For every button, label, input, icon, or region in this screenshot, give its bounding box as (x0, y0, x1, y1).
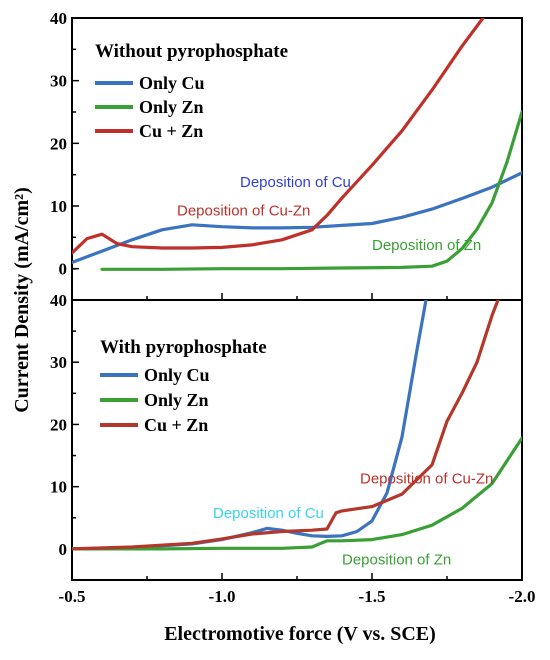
legend-label: Only Cu (144, 365, 210, 385)
legend-label: Only Zn (144, 390, 209, 410)
y-tick-label: 40 (50, 9, 67, 28)
chart-panel-2: 0 10 20 30 40 -0.5 -1.0 -1.5 -2.0 With pyrophosph… (50, 268, 536, 606)
y-tick-label: 0 (59, 260, 68, 279)
y-tick-label: 40 (50, 291, 67, 310)
series-line-only-zn (100, 110, 522, 271)
chart-panel-1: 0 10 20 30 40 Without pyrophosphate Only Cu Onl… (50, 9, 523, 301)
annotation-label: Deposition of Zn (372, 237, 481, 254)
series-group (72, 300, 522, 551)
legend-title: Without pyrophosphate (95, 41, 288, 62)
annotation-label: Deposition of Cu (240, 174, 351, 191)
series-line-only-zn (72, 436, 522, 551)
y-axis-title: Current Density (mA/cm²) (11, 187, 33, 413)
y-tick-label: 30 (50, 72, 67, 91)
y-tick-label: 20 (50, 134, 67, 153)
annotation-label: Deposition of Cu (213, 505, 324, 522)
x-tick-label: -0.5 (59, 587, 86, 606)
legend-label: Cu + Zn (144, 415, 208, 435)
annotation-label: Deposition of Cu-Zn (360, 471, 493, 488)
x-tick-label: -2.0 (509, 587, 536, 606)
legend-label: Only Cu (139, 73, 205, 93)
legend-label: Only Zn (139, 97, 204, 117)
annotation-label: Deposition of Cu-Zn (177, 202, 310, 219)
chart-panels: 0 10 20 30 40 Without pyrophosphate Only Cu Onl… (50, 9, 536, 606)
legend-label: Cu + Zn (139, 121, 203, 141)
y-tick-label: 0 (59, 540, 68, 559)
y-tick-label: 30 (50, 353, 67, 372)
x-axis-title: Electromotive force (V vs. SCE) (164, 623, 436, 645)
annotation-label: Deposition of Zn (342, 551, 451, 568)
x-tick-label: -1.0 (209, 587, 236, 606)
series-group (72, 18, 522, 271)
series-line-cu-zn (72, 300, 500, 551)
legend-title: With pyrophosphate (100, 337, 267, 358)
series-line-cu-zn (72, 18, 485, 255)
y-tick-label: 10 (50, 197, 67, 216)
y-tick-label: 20 (50, 415, 67, 434)
y-tick-label: 10 (50, 478, 67, 497)
x-tick-label: -1.5 (359, 587, 386, 606)
series-line-only-cu (72, 171, 522, 264)
